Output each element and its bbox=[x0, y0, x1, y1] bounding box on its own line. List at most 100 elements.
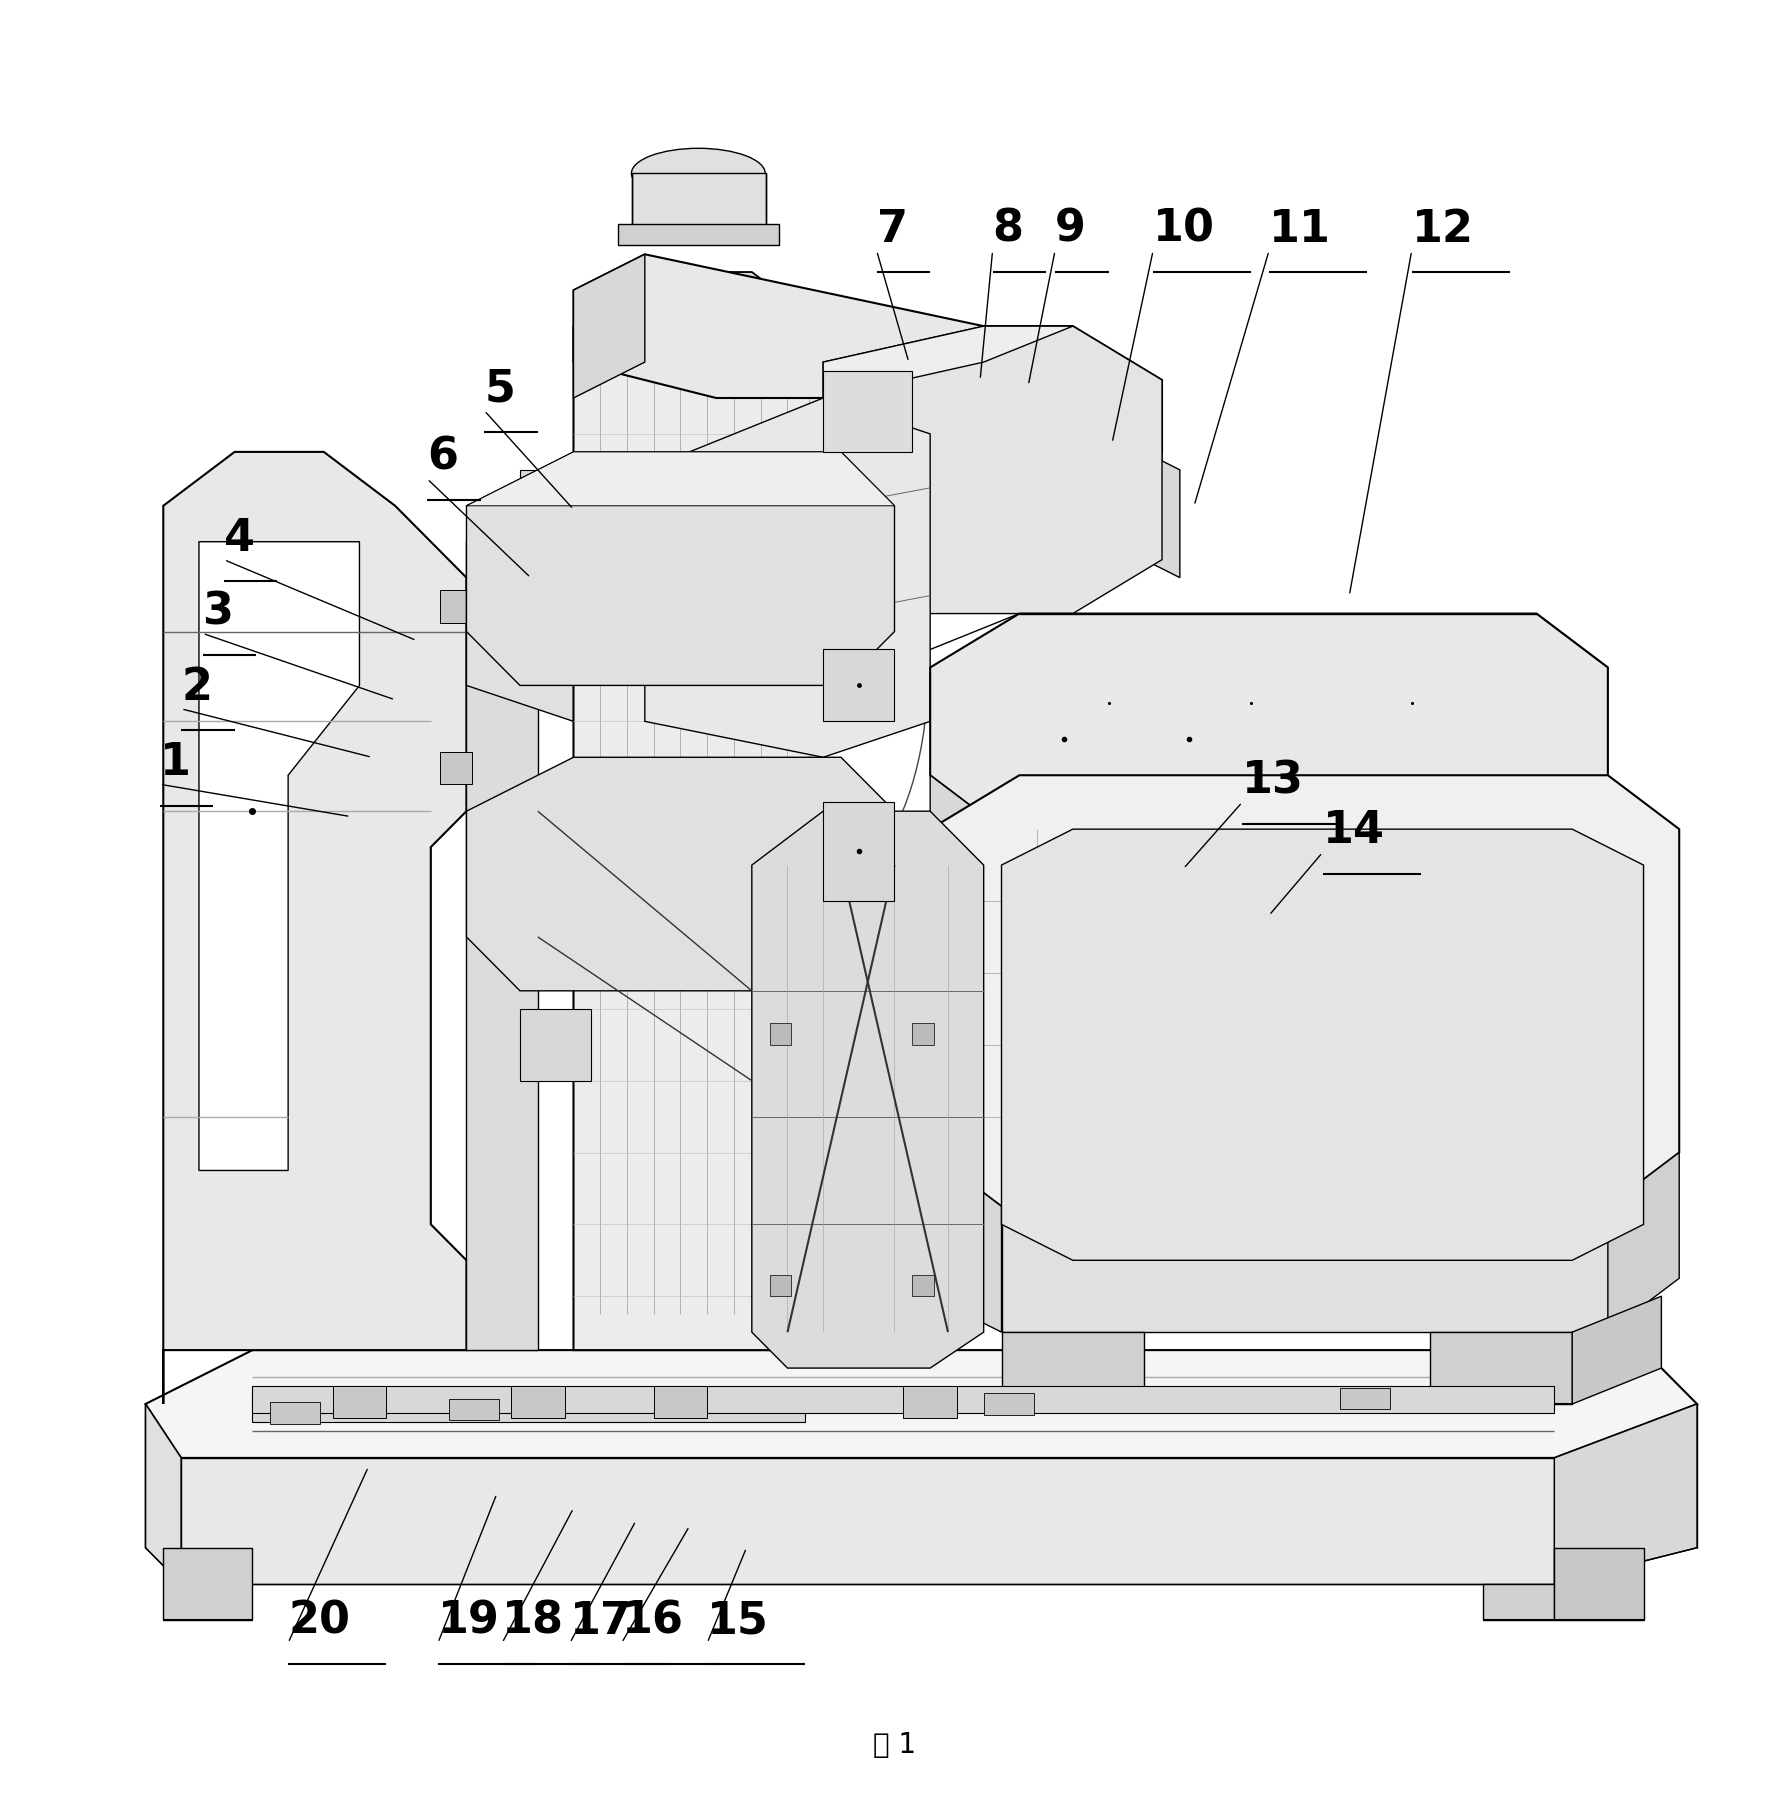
Polygon shape bbox=[467, 452, 894, 685]
Text: 2: 2 bbox=[181, 665, 213, 708]
Text: 20: 20 bbox=[288, 1600, 351, 1643]
Bar bbox=[984, 1393, 1034, 1415]
Ellipse shape bbox=[632, 211, 766, 243]
Polygon shape bbox=[199, 542, 360, 1171]
Polygon shape bbox=[930, 775, 1680, 1206]
Bar bbox=[653, 1386, 707, 1418]
Polygon shape bbox=[805, 793, 877, 865]
Polygon shape bbox=[1555, 1548, 1644, 1620]
Bar bbox=[632, 173, 766, 227]
Ellipse shape bbox=[632, 148, 766, 198]
Circle shape bbox=[1118, 485, 1161, 528]
Polygon shape bbox=[1002, 1206, 1608, 1332]
Bar bbox=[440, 751, 472, 784]
Bar bbox=[787, 578, 814, 596]
Text: 13: 13 bbox=[1242, 759, 1304, 802]
Bar bbox=[823, 371, 912, 452]
Circle shape bbox=[190, 955, 315, 1081]
Bar bbox=[769, 1274, 791, 1296]
Polygon shape bbox=[467, 452, 894, 506]
Polygon shape bbox=[252, 1395, 805, 1422]
Polygon shape bbox=[1002, 1332, 1145, 1404]
Bar bbox=[512, 1386, 565, 1418]
Text: 18: 18 bbox=[503, 1600, 564, 1643]
Text: 7: 7 bbox=[877, 207, 907, 250]
Bar bbox=[270, 1402, 320, 1424]
Text: 17: 17 bbox=[571, 1600, 632, 1643]
Text: 4: 4 bbox=[224, 517, 254, 560]
Polygon shape bbox=[521, 470, 592, 542]
Circle shape bbox=[791, 555, 819, 584]
Polygon shape bbox=[823, 326, 1163, 613]
Bar bbox=[449, 1398, 499, 1420]
Bar bbox=[617, 223, 778, 245]
Bar bbox=[823, 649, 894, 721]
Text: 15: 15 bbox=[707, 1600, 769, 1643]
Polygon shape bbox=[521, 793, 592, 865]
Bar bbox=[912, 1274, 934, 1296]
Text: 14: 14 bbox=[1322, 809, 1385, 852]
Polygon shape bbox=[1002, 829, 1644, 1260]
Circle shape bbox=[524, 555, 553, 584]
Circle shape bbox=[1088, 681, 1131, 724]
Text: 1: 1 bbox=[159, 741, 191, 784]
Polygon shape bbox=[823, 326, 1073, 398]
Polygon shape bbox=[930, 775, 1002, 901]
Polygon shape bbox=[467, 757, 894, 991]
Circle shape bbox=[172, 937, 333, 1099]
Bar bbox=[1340, 1388, 1390, 1409]
Polygon shape bbox=[644, 398, 930, 757]
Polygon shape bbox=[163, 452, 467, 1404]
Bar bbox=[769, 1024, 791, 1045]
Polygon shape bbox=[805, 1009, 877, 1081]
Polygon shape bbox=[1555, 1404, 1698, 1584]
Polygon shape bbox=[574, 272, 823, 326]
Polygon shape bbox=[805, 470, 877, 542]
Polygon shape bbox=[163, 1548, 252, 1620]
Text: 12: 12 bbox=[1412, 207, 1474, 250]
Polygon shape bbox=[252, 1386, 1555, 1413]
Text: 8: 8 bbox=[993, 207, 1023, 250]
Polygon shape bbox=[574, 254, 984, 398]
Polygon shape bbox=[1608, 1153, 1680, 1332]
Bar bbox=[787, 667, 814, 685]
Polygon shape bbox=[1573, 1296, 1662, 1404]
Polygon shape bbox=[145, 1350, 1698, 1458]
Circle shape bbox=[524, 869, 553, 897]
Polygon shape bbox=[1429, 1332, 1573, 1404]
Circle shape bbox=[1229, 681, 1272, 724]
Polygon shape bbox=[1537, 775, 1608, 901]
Text: 5: 5 bbox=[485, 368, 515, 411]
Bar bbox=[440, 591, 472, 622]
Polygon shape bbox=[930, 1153, 1002, 1332]
Polygon shape bbox=[1073, 326, 1163, 560]
Text: 16: 16 bbox=[621, 1600, 683, 1643]
Text: 10: 10 bbox=[1154, 207, 1215, 250]
Polygon shape bbox=[181, 1458, 1555, 1584]
Polygon shape bbox=[1109, 434, 1181, 578]
Polygon shape bbox=[805, 578, 877, 649]
Polygon shape bbox=[467, 578, 538, 1350]
Polygon shape bbox=[521, 578, 592, 649]
Bar bbox=[823, 802, 894, 901]
Polygon shape bbox=[1483, 1584, 1555, 1620]
Text: 图 1: 图 1 bbox=[873, 1732, 916, 1759]
Bar bbox=[333, 1386, 386, 1418]
Text: 3: 3 bbox=[202, 591, 233, 633]
Polygon shape bbox=[984, 326, 1163, 452]
Circle shape bbox=[1390, 681, 1433, 724]
Circle shape bbox=[791, 869, 819, 897]
Polygon shape bbox=[574, 254, 644, 398]
Polygon shape bbox=[1002, 829, 1537, 901]
Text: 6: 6 bbox=[428, 436, 458, 479]
Circle shape bbox=[528, 586, 585, 642]
Bar bbox=[912, 1024, 934, 1045]
Polygon shape bbox=[751, 811, 984, 1368]
Polygon shape bbox=[145, 1404, 181, 1584]
Bar bbox=[787, 506, 814, 524]
Polygon shape bbox=[574, 272, 823, 1350]
Polygon shape bbox=[930, 613, 1608, 829]
Polygon shape bbox=[521, 1009, 592, 1081]
Text: 11: 11 bbox=[1268, 207, 1331, 250]
Text: 9: 9 bbox=[1056, 207, 1086, 250]
